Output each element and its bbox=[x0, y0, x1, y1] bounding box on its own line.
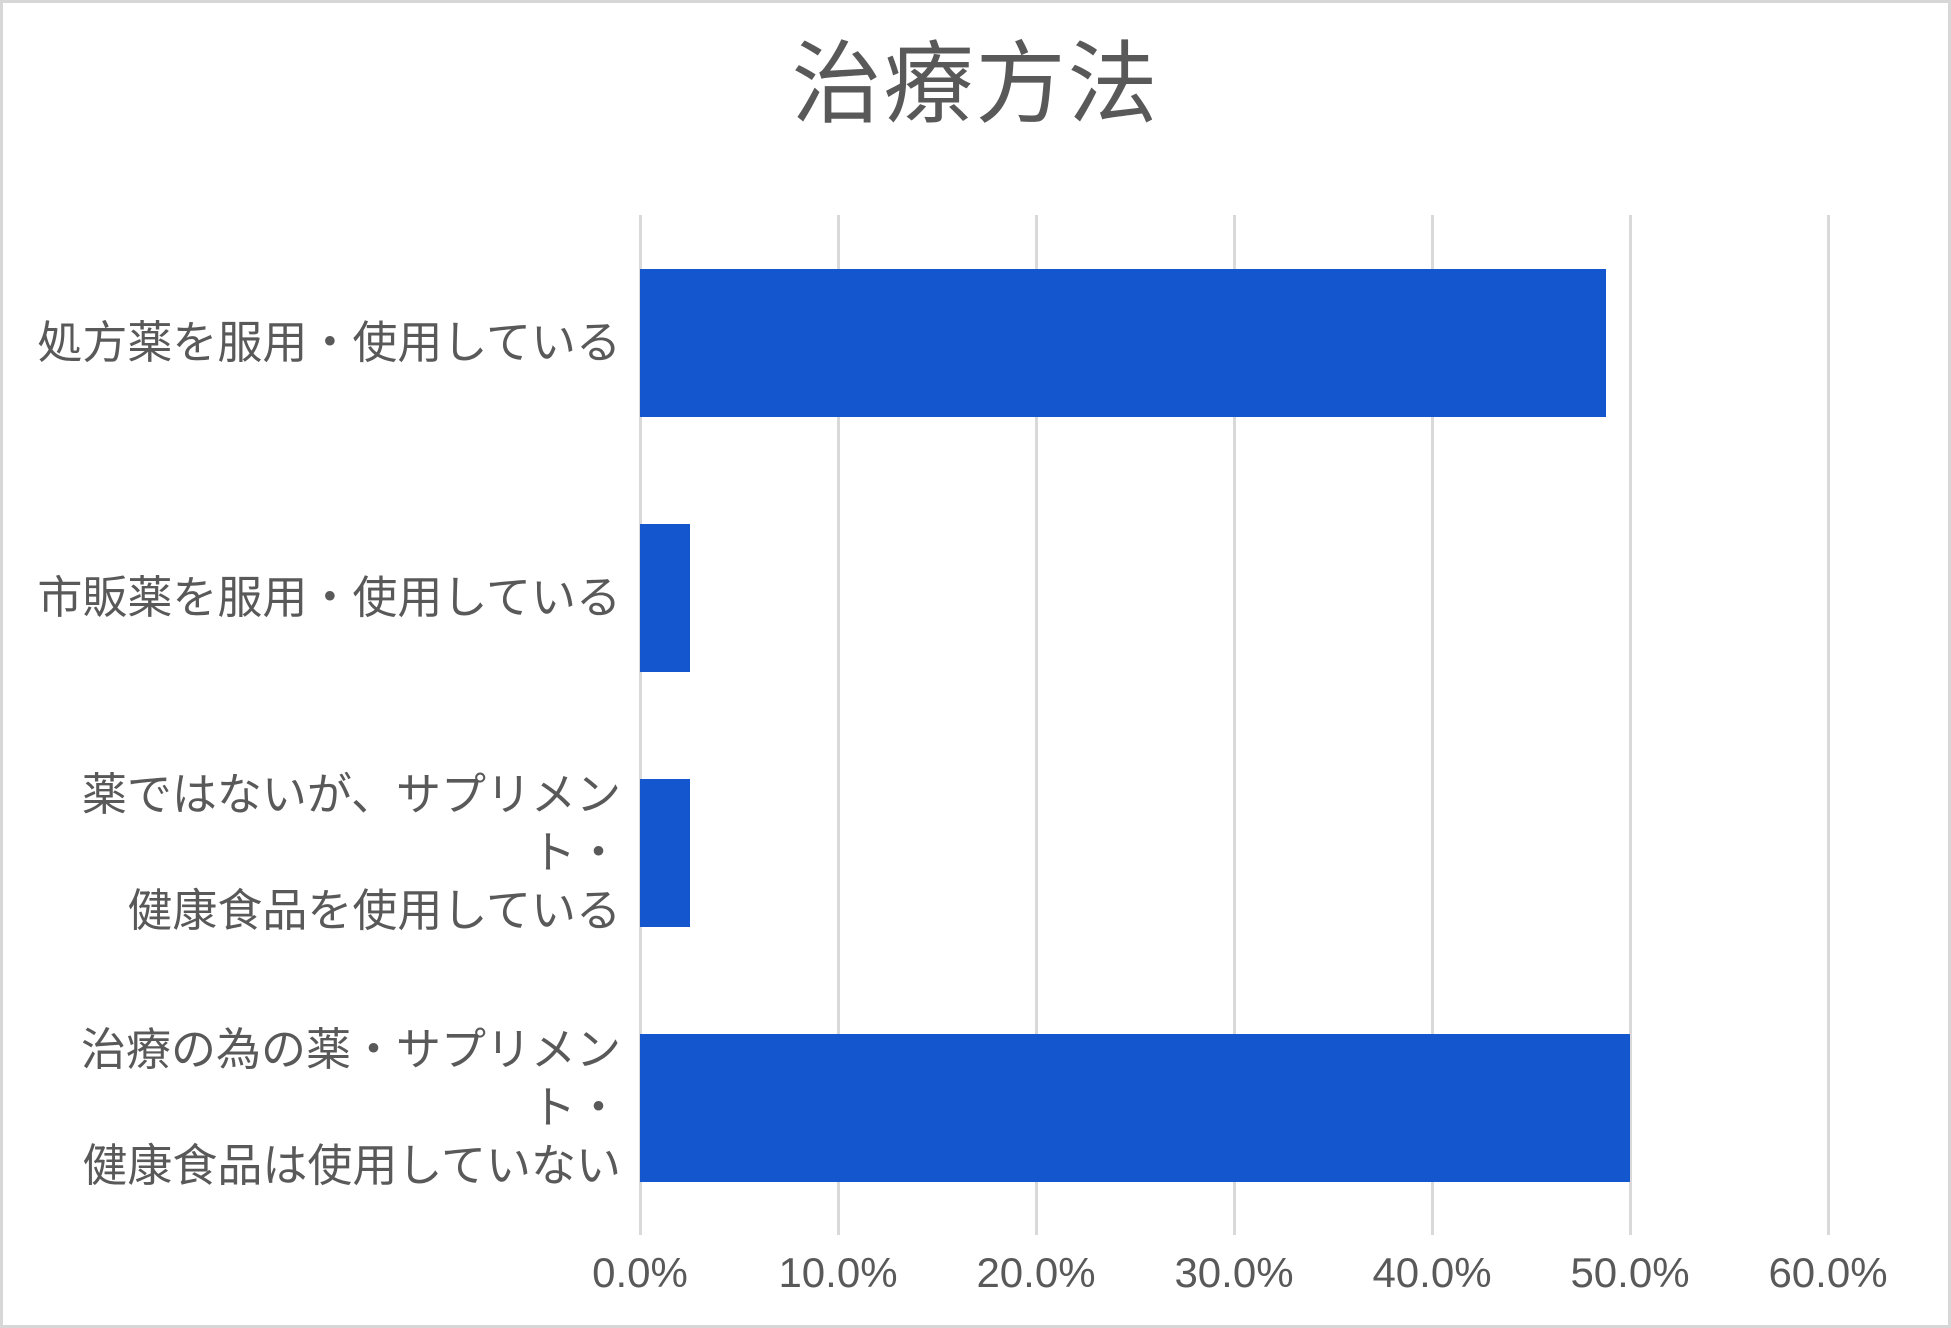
x-axis: 0.0% 10.0% 20.0% 30.0% 40.0% 50.0% 60.0% bbox=[592, 1247, 1887, 1307]
gridline bbox=[1628, 215, 1632, 1235]
x-tick-label: 40.0% bbox=[1372, 1249, 1492, 1296]
gridline bbox=[1430, 215, 1434, 1235]
category-label-1: 処方薬を服用・使用している bbox=[37, 317, 621, 368]
x-tick-label: 50.0% bbox=[1570, 1249, 1690, 1296]
gridline bbox=[836, 215, 840, 1235]
x-tick-label: 30.0% bbox=[1174, 1249, 1294, 1296]
category-label-3: 薬ではないが、サプリメント・ 健康食品を使用している bbox=[81, 769, 621, 936]
bar-1 bbox=[640, 269, 1607, 417]
gridline bbox=[1034, 215, 1038, 1235]
category-label-4: 治療の為の薬・サプリメント・ 健康食品は使用していない bbox=[80, 1024, 621, 1191]
bar-2 bbox=[640, 524, 690, 672]
x-tick-label: 0.0% bbox=[592, 1249, 688, 1296]
x-tick-label: 10.0% bbox=[778, 1249, 898, 1296]
chart-title: 治療方法 bbox=[791, 35, 1160, 135]
x-tick-label: 60.0% bbox=[1768, 1249, 1888, 1296]
bar-3 bbox=[640, 779, 690, 927]
gridline bbox=[638, 215, 642, 1235]
gridline bbox=[1232, 215, 1236, 1235]
x-tick-label: 20.0% bbox=[976, 1249, 1096, 1296]
bar-4 bbox=[640, 1034, 1630, 1182]
gridline bbox=[1826, 215, 1830, 1235]
category-label-2: 市販薬を服用・使用している bbox=[37, 572, 621, 623]
plot-area bbox=[638, 215, 1830, 1235]
y-axis-labels: 処方薬を服用・使用している 市販薬を服用・使用している薬ではないが、サプリメント・… bbox=[23, 3, 621, 1325]
